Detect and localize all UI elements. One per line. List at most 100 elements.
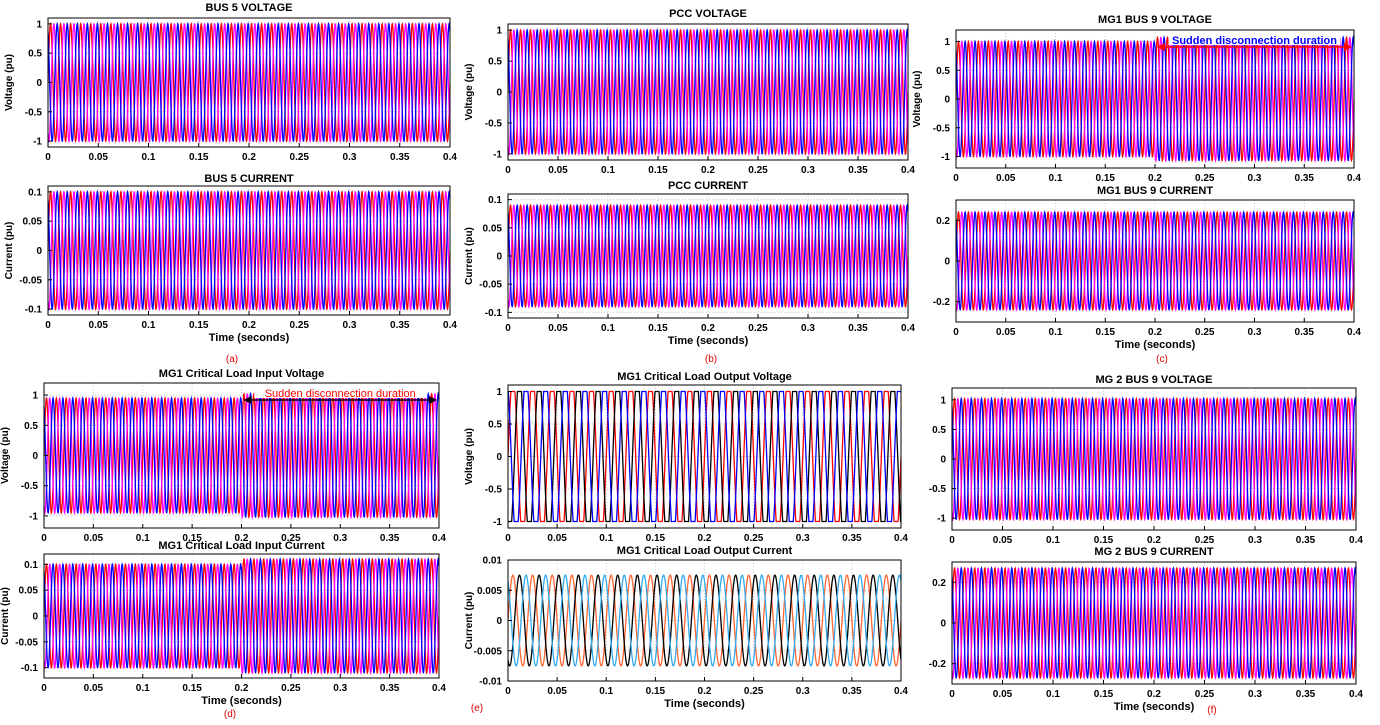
x-tick-label: 0.3 <box>1248 689 1262 700</box>
y-axis-label: Voltage (pu) <box>464 63 475 120</box>
x-tick-label: 0 <box>505 165 511 176</box>
x-tick-label: 0 <box>949 689 955 700</box>
series-line-1 <box>44 392 439 519</box>
series-line-3 <box>48 189 450 310</box>
y-axis-label: Current (pu) <box>4 222 15 280</box>
x-tick-label: 0.1 <box>136 683 150 694</box>
subplot-5: 0 0.05 0.1 0.15 0.2 0.25 0.3 0.35 0.4 1 0.5 0 -0.5 -1… <box>912 14 1361 184</box>
x-axis-label: Time (seconds) <box>668 335 749 347</box>
y-tick-label: -0.05 <box>19 275 42 286</box>
x-tick-label: 0.3 <box>796 533 810 544</box>
y-axis-label: Voltage (pu) <box>912 70 923 127</box>
chart-title: MG1 Critical Load Output Current <box>617 545 793 557</box>
series-line-2 <box>508 29 908 157</box>
y-tick-label: -0.5 <box>21 481 39 492</box>
subplot-2: 0 0.05 0.1 0.15 0.2 0.25 0.3 0.35 0.40.10.050-0.… <box>4 173 457 344</box>
series-line-2 <box>956 211 1354 312</box>
x-tick-label: 0.35 <box>1295 327 1315 338</box>
x-tick-label: 0.4 <box>894 533 908 544</box>
x-tick-label: 0.3 <box>1248 535 1262 546</box>
y-tick-label: -0.5 <box>25 107 43 118</box>
y-tick-label: -0.2 <box>929 659 947 670</box>
x-tick-label: 0.15 <box>182 533 202 544</box>
y-tick-label: 0.2 <box>936 216 950 227</box>
series-line-2 <box>952 567 1356 680</box>
panel-label: (b) <box>705 354 717 365</box>
x-tick-label: 0.35 <box>380 533 400 544</box>
series-line-2 <box>952 397 1356 522</box>
x-tick-label: 0.05 <box>547 533 567 544</box>
y-tick-label: 1 <box>944 37 950 48</box>
x-tick-label: 0.4 <box>1349 535 1363 546</box>
series-line-3 <box>48 21 450 142</box>
annotation-text: Sudden disconnection duration <box>265 388 416 400</box>
y-tick-label: 0.1 <box>24 560 38 571</box>
x-tick-label: 0.25 <box>748 323 768 334</box>
x-tick-label: 0.4 <box>901 323 915 334</box>
y-axis-label: Current (pu) <box>464 227 475 285</box>
x-tick-label: 0.35 <box>380 683 400 694</box>
y-tick-label: 0.005 <box>477 586 502 597</box>
x-tick-label: 0.05 <box>993 689 1013 700</box>
series-line-2 <box>956 36 1354 163</box>
series-line-1 <box>508 28 908 156</box>
y-tick-label: 0.1 <box>488 195 502 206</box>
y-tick-label: 0 <box>940 455 946 466</box>
y-tick-label: -0.5 <box>929 484 947 495</box>
x-axis-label: Time (seconds) <box>664 698 745 710</box>
x-tick-label: 0.05 <box>89 320 109 331</box>
y-tick-label: 1 <box>496 26 502 37</box>
y-tick-label: -0.5 <box>485 118 503 129</box>
x-tick-label: 0.3 <box>1248 173 1262 184</box>
x-tick-label: 0.35 <box>842 533 862 544</box>
y-tick-label: -1 <box>493 149 502 160</box>
x-tick-label: 0 <box>45 152 51 163</box>
chart-title: MG1 BUS 9 VOLTAGE <box>1098 14 1212 26</box>
x-tick-label: 0.3 <box>343 152 357 163</box>
y-tick-label: -0.05 <box>479 280 502 291</box>
x-tick-label: 0.25 <box>744 533 764 544</box>
y-tick-label: -0.5 <box>933 123 951 134</box>
y-tick-label: -0.1 <box>485 308 503 319</box>
series-line-1 <box>956 35 1354 163</box>
subplot-12: 0 0.05 0.1 0.15 0.2 0.25 0.3 0.35 0.4 0.2 0 -0.2 MG … <box>929 546 1364 713</box>
x-tick-label: 0.15 <box>182 683 202 694</box>
series-line-1 <box>44 557 439 675</box>
y-tick-label: 0.01 <box>483 556 503 567</box>
x-tick-label: 0.1 <box>1046 535 1060 546</box>
series-line-1 <box>956 210 1354 312</box>
x-tick-label: 0.05 <box>993 535 1013 546</box>
series-line-2 <box>508 574 901 667</box>
y-tick-label: -0.1 <box>21 663 39 674</box>
x-tick-label: 0.15 <box>648 165 668 176</box>
y-tick-label: -1 <box>29 511 38 522</box>
x-tick-label: 0.25 <box>290 320 310 331</box>
x-tick-label: 0.15 <box>646 686 666 697</box>
annotation-arrowhead-right <box>429 396 437 404</box>
series-line-3 <box>952 396 1356 521</box>
x-tick-label: 0 <box>953 327 959 338</box>
x-tick-label: 0.35 <box>848 165 868 176</box>
x-tick-label: 0.35 <box>390 320 410 331</box>
y-tick-label: 0 <box>496 616 502 627</box>
x-tick-label: 0 <box>41 533 47 544</box>
x-tick-label: 0.25 <box>1195 535 1215 546</box>
x-tick-label: 0.2 <box>1148 173 1162 184</box>
chart-title: MG1 BUS 9 CURRENT <box>1097 185 1213 197</box>
y-tick-label: 0 <box>944 257 950 268</box>
y-tick-label: -1 <box>941 152 950 163</box>
x-tick-label: 0.25 <box>281 533 301 544</box>
series-line-1 <box>952 396 1356 522</box>
series-line-3 <box>508 574 901 667</box>
x-tick-label: 0.2 <box>235 533 249 544</box>
y-tick-label: 0 <box>496 88 502 99</box>
annotation-arrowhead-right <box>1344 43 1352 51</box>
y-tick-label: -1 <box>937 514 946 525</box>
x-tick-label: 0.25 <box>744 686 764 697</box>
subplot-11: 0 0.05 0.1 0.15 0.2 0.25 0.3 0.35 0.4 1 0.5 0 -0.5 -1… <box>929 374 1364 546</box>
y-tick-label: 0.05 <box>23 217 43 228</box>
subplot-7: 0 0.05 0.1 0.15 0.2 0.25 0.3 0.35 0.4 1 0.5 0 -0.5 -1… <box>0 368 446 544</box>
y-tick-label: 0.5 <box>488 420 502 431</box>
y-tick-label: 0 <box>32 612 38 623</box>
x-tick-label: 0.4 <box>443 320 457 331</box>
